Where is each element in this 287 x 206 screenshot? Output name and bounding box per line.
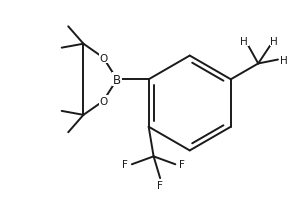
Text: O: O bbox=[99, 97, 107, 107]
Text: H: H bbox=[280, 55, 287, 65]
Text: F: F bbox=[122, 159, 128, 170]
Text: H: H bbox=[241, 36, 248, 47]
Text: F: F bbox=[157, 180, 163, 190]
Text: O: O bbox=[99, 53, 107, 63]
Text: B: B bbox=[113, 73, 121, 86]
Text: H: H bbox=[270, 36, 278, 47]
Text: F: F bbox=[179, 159, 185, 170]
